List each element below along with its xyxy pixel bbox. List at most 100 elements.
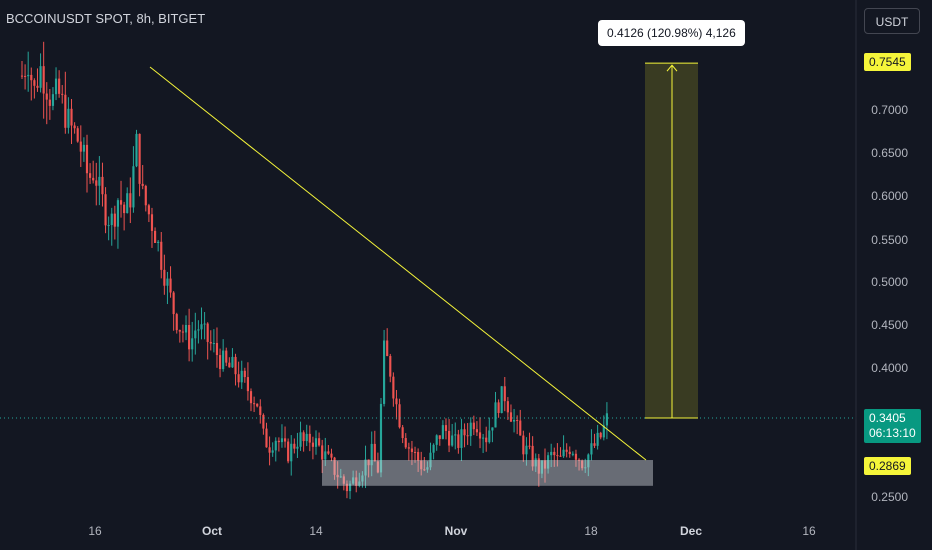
candle-body	[70, 108, 73, 126]
candle-body	[500, 386, 503, 413]
candle-body	[215, 343, 219, 356]
candle-body	[398, 404, 401, 428]
candle-body	[407, 447, 410, 449]
candle-body	[327, 451, 330, 454]
candle-body	[246, 377, 249, 392]
support-price-label: 0.2869	[864, 457, 911, 475]
price-tick: 0.2500	[871, 490, 908, 504]
candle-body	[460, 429, 463, 448]
candle-body	[277, 440, 280, 443]
candle-body	[39, 66, 42, 88]
candle-body	[240, 370, 243, 383]
candle-body	[475, 429, 479, 433]
candle-body	[454, 434, 457, 436]
candle-body	[466, 435, 469, 437]
candle-body	[24, 75, 27, 77]
candle-body	[194, 330, 197, 339]
candle-body	[311, 442, 314, 447]
candle-body	[333, 457, 336, 475]
candle-body	[268, 447, 271, 453]
candle-body	[197, 329, 200, 331]
candle-body	[596, 432, 599, 446]
candle-body	[590, 443, 593, 455]
candle-body	[163, 269, 166, 286]
time-tick: Dec	[679, 524, 703, 538]
candle-body	[302, 432, 305, 442]
candle-body	[367, 459, 370, 466]
candle-body	[184, 324, 188, 333]
candle-body	[293, 443, 296, 449]
candle-body	[543, 460, 547, 469]
candle-body	[556, 455, 559, 457]
currency-button[interactable]: USDT	[864, 8, 920, 34]
candle-body	[172, 292, 175, 315]
candle-body	[178, 330, 181, 332]
measure-label[interactable]: 0.4126 (120.98%) 4,126	[598, 20, 745, 46]
candle-body	[253, 403, 256, 405]
time-tick: 16	[88, 524, 102, 538]
candle-body	[175, 314, 178, 331]
candle-body	[401, 427, 404, 439]
candle-body	[265, 428, 268, 448]
candle-body	[200, 324, 203, 330]
candle-body	[376, 461, 379, 473]
candle-body	[426, 467, 429, 470]
candle-body	[296, 446, 299, 449]
candle-body	[256, 403, 259, 407]
candle-body	[386, 340, 389, 357]
candle-body	[33, 80, 36, 86]
candle-body	[571, 453, 574, 455]
candle-body	[605, 413, 608, 426]
candle-body	[435, 435, 438, 445]
trendline	[149, 66, 647, 461]
candle-body	[395, 398, 398, 405]
symbol-title[interactable]: BCCOINUSDT SPOT, 8h, BITGET	[6, 11, 206, 26]
candle-body	[191, 338, 194, 350]
candle-body	[509, 412, 513, 422]
candle-body	[534, 458, 537, 467]
candle-body	[587, 454, 590, 468]
candle-body	[36, 85, 39, 88]
candle-body	[42, 66, 45, 94]
candle-body	[602, 425, 605, 438]
candle-body	[383, 340, 386, 404]
candle-body	[98, 176, 101, 186]
candle-body	[348, 483, 352, 492]
candle-body	[512, 419, 516, 422]
candle-body	[218, 355, 222, 370]
candle-body	[531, 445, 534, 467]
candle-body	[166, 278, 169, 286]
candle-body	[48, 99, 51, 106]
candle-body	[85, 144, 89, 174]
candle-body	[336, 474, 339, 478]
candle-body	[441, 425, 444, 439]
time-tick: 18	[584, 524, 598, 538]
candle-body	[141, 183, 144, 186]
candle-body	[67, 108, 70, 128]
candle-body	[577, 459, 581, 461]
candle-body	[169, 278, 172, 293]
candle-body	[27, 74, 30, 77]
candle-body	[488, 430, 491, 443]
candle-body	[451, 435, 454, 446]
candle-body	[352, 477, 355, 484]
candle-body	[123, 204, 126, 214]
candle-body	[516, 419, 519, 421]
candle-body	[147, 205, 150, 215]
price-tick: 0.5500	[871, 233, 908, 247]
support-zone	[322, 460, 653, 486]
candle-body	[547, 455, 550, 469]
candle-body	[95, 180, 98, 186]
candle-body	[345, 483, 349, 492]
candle-body	[249, 391, 253, 404]
candle-body	[30, 74, 33, 81]
candle-body	[559, 455, 562, 457]
candle-body	[379, 403, 383, 473]
candle-body	[432, 444, 435, 453]
candle-body	[243, 370, 246, 378]
candle-body	[54, 78, 58, 95]
candle-body	[283, 438, 287, 442]
candle-body	[290, 443, 293, 462]
current-price-value: 0.3405	[869, 411, 906, 425]
